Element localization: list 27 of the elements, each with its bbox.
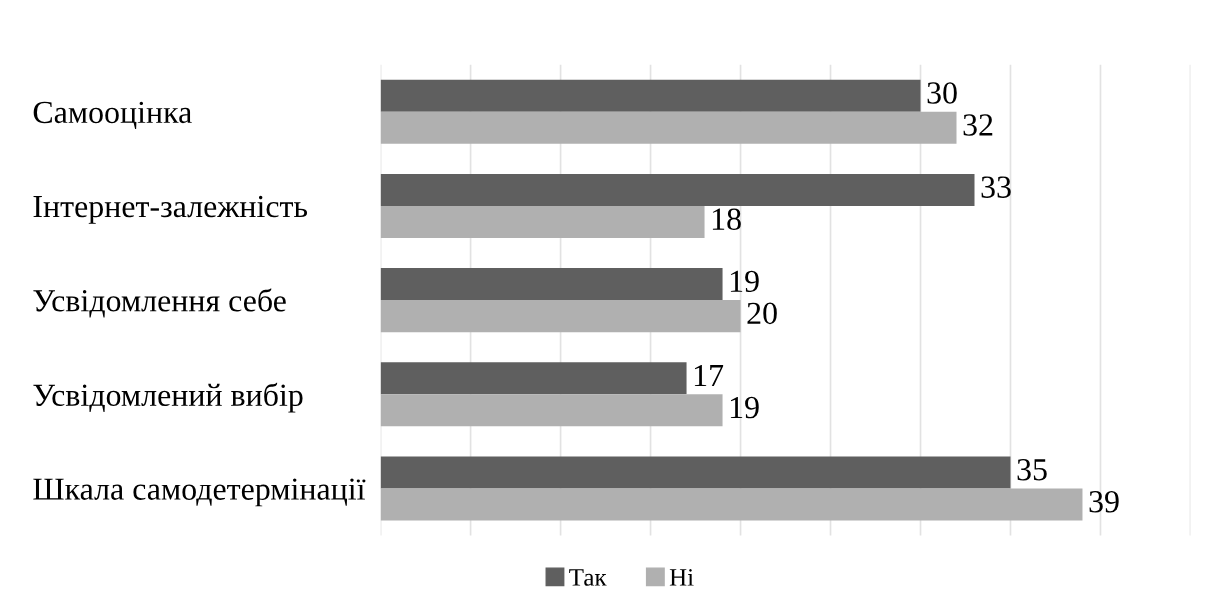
bar [380, 300, 741, 333]
bar [380, 111, 957, 144]
data-label: 33 [981, 176, 1011, 198]
data-label: 19 [730, 396, 759, 419]
y-tick-label: Самооцінка [33, 101, 192, 130]
bar [380, 456, 1011, 489]
legend-label: Ні [669, 569, 694, 586]
y-tick-label: Усвідомлений вибір [33, 382, 303, 413]
bar [380, 488, 1083, 521]
bar [380, 173, 975, 206]
y-tick-label: Інтернет-залежність [33, 195, 308, 224]
data-label: 39 [1089, 491, 1119, 513]
bar [380, 362, 687, 395]
data-label: 30 [927, 82, 957, 104]
data-label: 17 [694, 364, 724, 386]
data-label: 19 [730, 270, 759, 293]
bar [380, 394, 723, 427]
bar [380, 205, 705, 238]
legend-label: Так [569, 569, 607, 586]
data-label: 35 [1017, 459, 1047, 481]
bar [380, 79, 921, 112]
bar [380, 268, 723, 301]
data-label: 18 [712, 208, 741, 230]
data-label: 20 [747, 302, 777, 325]
y-tick-label: Усвідомлення себе [33, 288, 286, 318]
y-tick-label: Шкала самодетермінації [33, 478, 366, 507]
data-label: 32 [963, 114, 993, 136]
